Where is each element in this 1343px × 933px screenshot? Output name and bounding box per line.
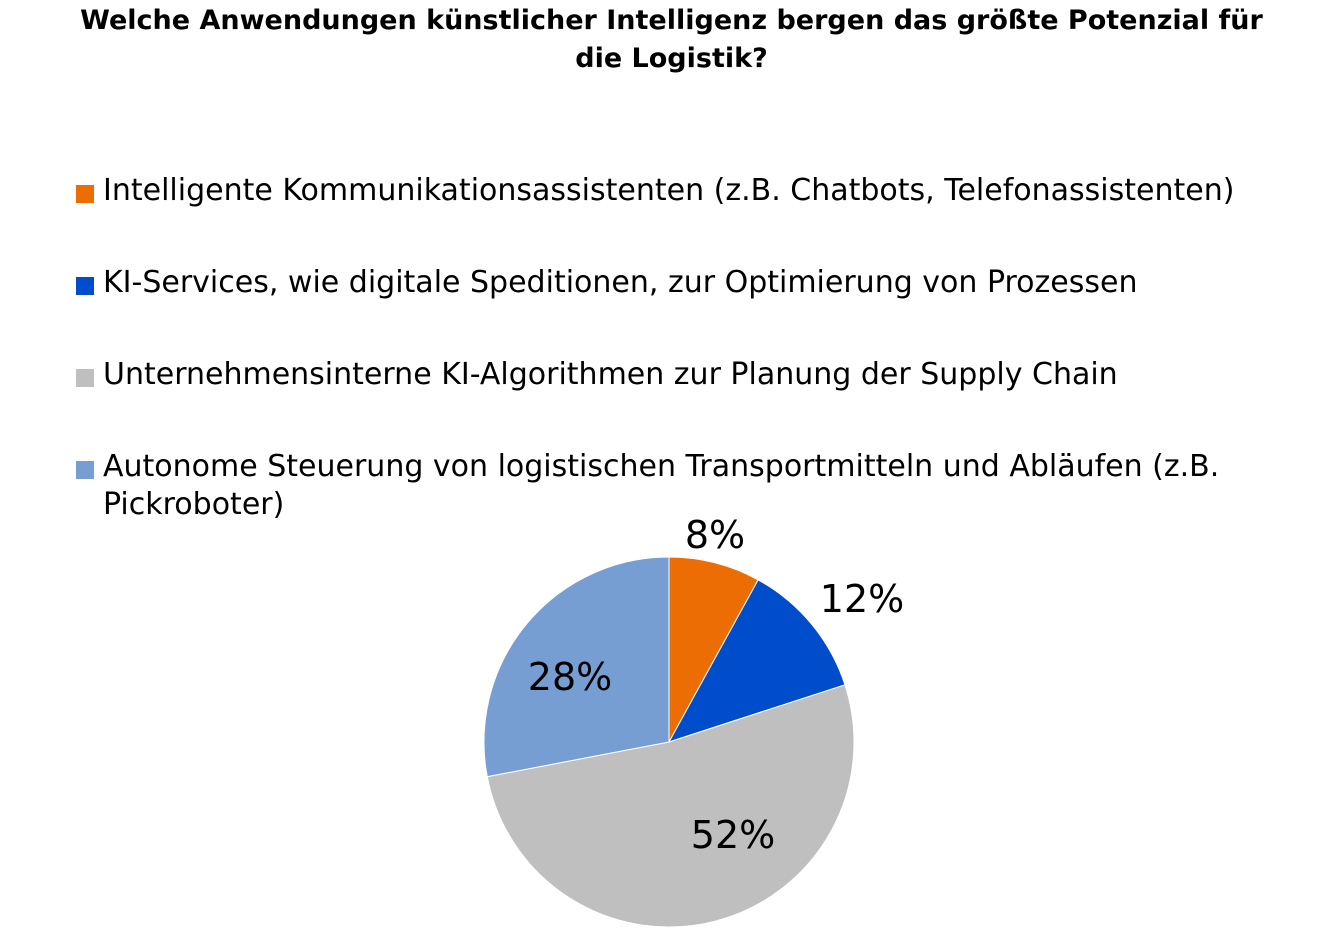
data-label-ki-services: 12%	[820, 577, 904, 621]
legend-label-line: Unternehmensinterne KI-Algorithmen zur P…	[103, 357, 1118, 392]
legend-swatch	[76, 369, 94, 387]
legend-label: Unternehmensinterne KI-Algorithmen zur P…	[103, 356, 1283, 394]
legend-label-line: KI-Services, wie digitale Speditionen, z…	[103, 265, 1138, 300]
legend-item-kommunikationsassistenten: Intelligente Kommunikationsassistenten (…	[76, 172, 1283, 210]
pie-slice-autonome-steuerung	[483, 556, 670, 778]
legend-item-ki-services: KI-Services, wie digitale Speditionen, z…	[76, 264, 1283, 302]
legend-item-autonome-steuerung: Autonome Steuerung von logistischen Tran…	[76, 448, 1283, 524]
legend-swatch	[76, 185, 94, 203]
legend-label-line: Pickroboter)	[103, 487, 285, 522]
legend-swatch	[76, 277, 94, 295]
chart-title-line-2: die Logistik?	[575, 43, 768, 74]
legend-label-line: Intelligente Kommunikationsassistenten (…	[103, 173, 1235, 208]
legend-label: KI-Services, wie digitale Speditionen, z…	[103, 264, 1283, 302]
chart-title: Welche Anwendungen künstlicher Intellige…	[0, 2, 1343, 78]
pie-slice-kommunikationsassistenten	[668, 556, 759, 743]
chart-title-line-1: Welche Anwendungen künstlicher Intellige…	[80, 5, 1263, 36]
pie-slice-ki-algorithmen	[486, 684, 855, 928]
legend-swatch	[76, 461, 94, 479]
legend-item-ki-algorithmen: Unternehmensinterne KI-Algorithmen zur P…	[76, 356, 1283, 394]
legend-label: Autonome Steuerung von logistischen Tran…	[103, 448, 1283, 524]
legend-label-line: Autonome Steuerung von logistischen Tran…	[103, 449, 1220, 484]
pie-slice-ki-services	[667, 579, 846, 743]
legend-label: Intelligente Kommunikationsassistenten (…	[103, 172, 1283, 210]
